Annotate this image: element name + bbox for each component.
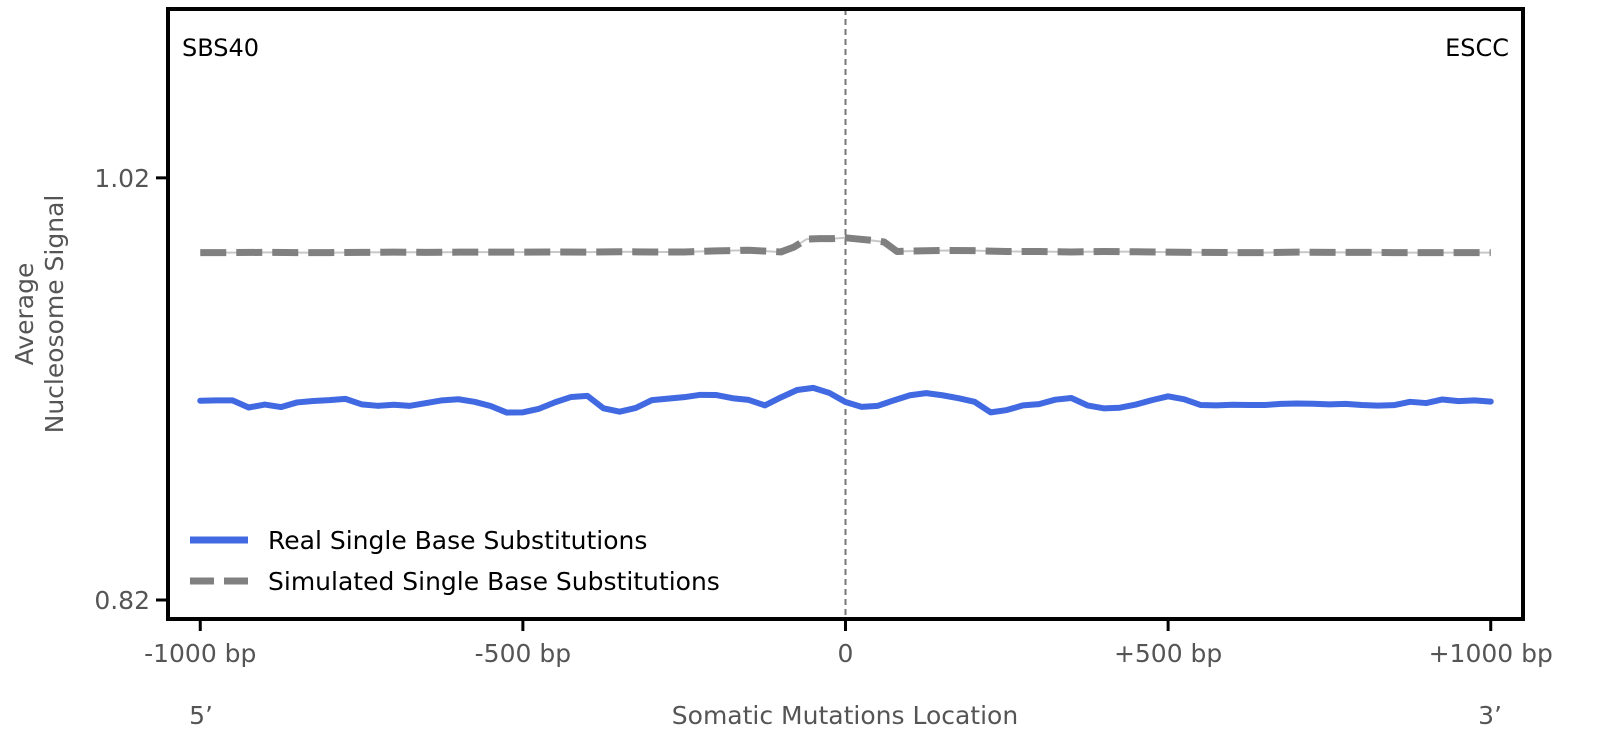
x-tick-label: +500 bp — [1114, 639, 1222, 668]
five-prime-label: 5’ — [189, 701, 213, 730]
x-tick-label: -500 bp — [475, 639, 571, 668]
legend-simulated-label: Simulated Single Base Substitutions — [268, 567, 720, 596]
simulated-substitutions-line — [200, 234, 1491, 257]
legend: Real Single Base Substitutions Simulated … — [190, 526, 720, 596]
y-tick-label: 1.02 — [94, 164, 150, 193]
cancer-type-label: ESCC — [1445, 34, 1509, 62]
x-tick-label: -1000 bp — [144, 639, 256, 668]
series-layer — [197, 234, 1494, 416]
three-prime-label: 3’ — [1478, 701, 1502, 730]
y-axis-title-line-1: Average — [10, 263, 39, 366]
real-substitutions-line — [197, 384, 1494, 416]
x-axis-ticks: -1000 bp -500 bp 0 +500 bp +1000 bp — [144, 619, 1553, 668]
signature-label: SBS40 — [182, 34, 259, 62]
legend-real-label: Real Single Base Substitutions — [268, 526, 647, 555]
y-axis-title-line-2: Nucleosome Signal — [40, 195, 69, 434]
x-tick-label: 0 — [838, 639, 854, 668]
x-axis-title: Somatic Mutations Location — [672, 701, 1018, 730]
y-axis-ticks: 1.02 0.82 — [94, 164, 168, 615]
y-tick-label: 0.82 — [94, 586, 150, 615]
x-tick-label: +1000 bp — [1429, 639, 1553, 668]
